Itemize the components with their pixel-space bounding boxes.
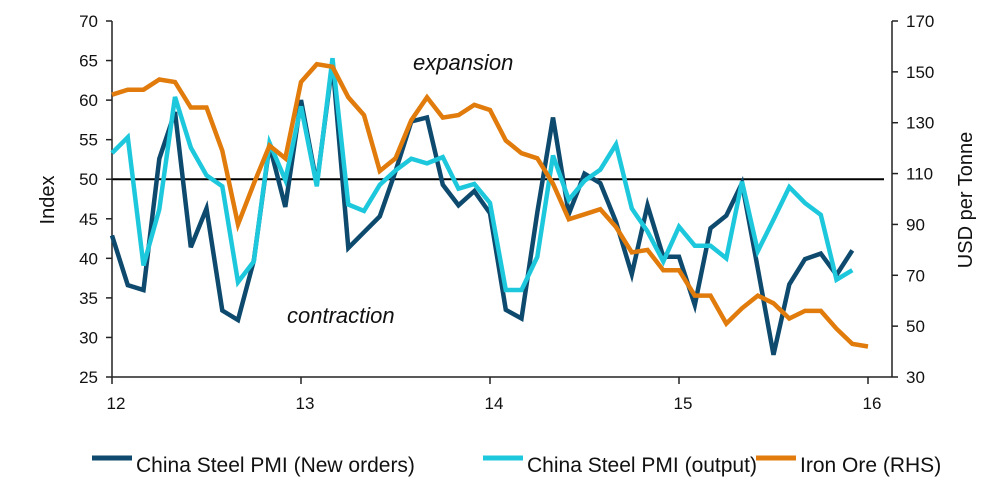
series-line-1 <box>110 57 854 293</box>
x-tick-label: 13 <box>296 394 315 413</box>
y-tick-label-right: 170 <box>906 12 934 31</box>
x-tick-label: 14 <box>485 394 504 413</box>
y-tick-label-right: 30 <box>906 368 925 387</box>
legend: China Steel PMI (New orders) China Steel … <box>92 454 941 477</box>
y-tick-label-right: 70 <box>906 266 925 285</box>
x-tick-label: 15 <box>674 394 693 413</box>
legend-label-2: Iron Ore (RHS) <box>800 454 941 477</box>
series-line-0 <box>109 62 855 356</box>
annotation-layer: expansion contraction <box>287 50 513 328</box>
y-tick-label-left: 25 <box>79 368 98 387</box>
x-tick-label: 12 <box>107 394 126 413</box>
annotation-expansion: expansion <box>413 50 513 75</box>
y-tick-label-left: 55 <box>79 131 98 150</box>
y-tick-label-left: 65 <box>79 52 98 71</box>
y-tick-label-right: 130 <box>906 114 934 133</box>
legend-label-0: China Steel PMI (New orders) <box>136 454 415 477</box>
y-tick-label-left: 30 <box>79 328 98 347</box>
x-tick-label: 16 <box>863 394 882 413</box>
y-tick-label-left: 50 <box>79 170 98 189</box>
y-tick-label-left: 70 <box>79 12 98 31</box>
y-tick-label-right: 110 <box>906 165 933 184</box>
y-tick-label-right: 50 <box>906 317 925 336</box>
axes-layer: 25 30 35 40 45 50 55 60 65 70 30 50 70 90 110 130 150 170… <box>79 12 934 413</box>
y-tick-label-left: 35 <box>79 289 98 308</box>
y-axis-title-right: USD per Tonne <box>955 132 977 268</box>
y-tick-label-left: 40 <box>79 249 98 268</box>
y-tick-label-right: 90 <box>906 215 925 234</box>
y-tick-label-left: 45 <box>79 210 98 229</box>
annotation-contraction: contraction <box>287 303 395 328</box>
series-layer <box>109 57 869 356</box>
legend-label-1: China Steel PMI (output) <box>527 454 757 477</box>
y-axis-title-left: Index <box>37 176 59 225</box>
y-tick-label-left: 60 <box>79 91 98 110</box>
y-tick-label-right: 150 <box>906 63 934 82</box>
